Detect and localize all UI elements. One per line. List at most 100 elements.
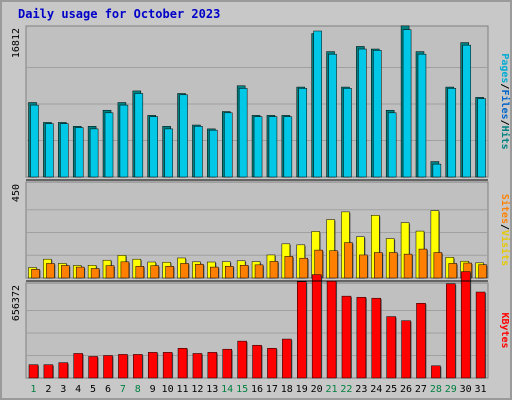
files-bar — [30, 104, 39, 178]
files-bar — [328, 53, 337, 178]
day-label: 31 — [475, 384, 487, 395]
legend-part: Pages — [499, 53, 510, 83]
kbytes-bar — [416, 303, 426, 379]
day-label: 1 — [30, 384, 36, 395]
sites-bar — [344, 242, 353, 279]
day-label: 23 — [355, 384, 367, 395]
sites-bar — [31, 269, 40, 279]
files-bar — [447, 88, 457, 178]
kbytes-bar — [282, 338, 292, 379]
legend-label-kbytes: KBytes — [499, 312, 510, 348]
day-label: 24 — [370, 384, 382, 395]
day-label: 10 — [162, 384, 174, 395]
legend-part: / — [499, 224, 510, 230]
kbytes-bar — [252, 344, 262, 379]
files-bar — [209, 129, 218, 178]
legend-part: Hits — [499, 126, 510, 150]
kbytes-bar — [43, 364, 54, 379]
kbytes-bar — [103, 355, 113, 379]
legend-label-visits-sites: Sites/Visits — [499, 194, 510, 266]
kbytes-bar — [28, 364, 39, 379]
kbytes-bar — [297, 281, 307, 379]
kbytes-bar — [475, 291, 486, 379]
day-label: 18 — [281, 384, 293, 395]
files-bar — [387, 112, 397, 178]
sites-bar — [254, 264, 264, 279]
sites-bar — [269, 261, 279, 279]
day-label: 14 — [221, 384, 233, 395]
files-bar — [45, 123, 54, 178]
day-label: 2 — [45, 384, 51, 395]
files-bar — [343, 88, 352, 178]
files-bar — [402, 29, 412, 178]
kbytes-bar — [401, 320, 411, 379]
files-bar — [164, 128, 173, 178]
kbytes-bar — [356, 296, 367, 379]
sites-bar — [180, 263, 189, 279]
kbytes-bar — [237, 340, 247, 379]
sites-bar — [239, 265, 249, 279]
day-label: 15 — [236, 384, 248, 395]
files-bar — [373, 50, 382, 178]
kbytes-bar — [267, 347, 277, 379]
day-label: 6 — [105, 384, 111, 395]
day-label: 7 — [120, 384, 126, 395]
kbytes-bar — [311, 274, 322, 379]
legend-part: KBytes — [499, 312, 510, 348]
ytick-label-hits-files: 16812 — [11, 28, 22, 58]
files-bar — [194, 126, 203, 178]
files-bar — [417, 53, 427, 178]
sites-bar — [418, 248, 428, 279]
sites-bar — [359, 254, 368, 279]
files-bar — [74, 127, 84, 178]
sites-bar — [90, 268, 100, 279]
kbytes-bar — [133, 354, 143, 379]
kbytes-bar — [207, 352, 218, 379]
day-label: 26 — [400, 384, 412, 395]
sites-bar — [224, 266, 234, 279]
kbytes-bar — [341, 295, 352, 379]
files-bar — [253, 116, 263, 178]
day-label: 4 — [75, 384, 81, 395]
kbytes-bar — [446, 283, 456, 379]
sites-bar — [61, 265, 70, 279]
sites-bar — [329, 250, 338, 279]
sites-bar — [478, 264, 487, 279]
ytick-label-visits-sites: 450 — [11, 184, 22, 202]
panel-kbytes: 656372 KBytes — [11, 271, 510, 379]
sites-bar — [388, 252, 398, 279]
files-bar — [432, 163, 442, 178]
day-label: 27 — [415, 384, 427, 395]
sites-bar — [120, 261, 130, 279]
day-label: 25 — [385, 384, 397, 395]
legend-part: / — [499, 120, 510, 126]
kbytes-bar — [460, 271, 471, 379]
day-label: 20 — [311, 384, 323, 395]
files-bar — [89, 128, 99, 178]
files-bar — [60, 123, 69, 178]
files-bar — [119, 104, 129, 178]
sites-bar — [150, 265, 159, 279]
files-bar — [283, 116, 293, 178]
sites-bar — [433, 252, 443, 279]
files-bar — [477, 98, 486, 178]
sites-bar — [46, 263, 55, 279]
sites-bar — [299, 257, 309, 279]
day-label: 9 — [150, 384, 156, 395]
files-bar — [268, 116, 278, 178]
sites-bar — [135, 266, 145, 279]
day-label: 21 — [325, 384, 337, 395]
day-label: 3 — [60, 384, 66, 395]
sites-bar — [105, 265, 115, 279]
files-bar — [462, 44, 471, 178]
day-label: 8 — [135, 384, 141, 395]
files-bar — [313, 30, 322, 178]
legend-part: Files — [499, 89, 510, 119]
sites-bar — [210, 266, 219, 279]
day-label: 17 — [266, 384, 278, 395]
kbytes-bar — [192, 353, 203, 379]
legend-part: Visits — [499, 230, 510, 266]
day-label: 13 — [206, 384, 218, 395]
